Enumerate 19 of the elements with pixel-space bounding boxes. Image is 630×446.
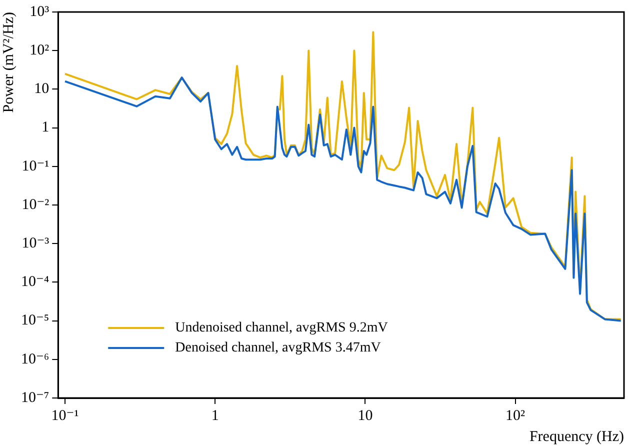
- legend-label: Denoised channel, avgRMS 3.47mV: [175, 340, 381, 356]
- y-tick-label: 10⁻³: [22, 236, 50, 252]
- y-tick-label: 10⁻⁷: [20, 390, 50, 406]
- y-tick-label: 10⁻⁴: [20, 274, 50, 290]
- x-tick-label: 10⁻¹: [51, 408, 79, 424]
- y-tick-label: 10⁻²: [22, 196, 50, 213]
- x-axis-title: Frequency (Hz): [529, 428, 624, 445]
- legend-label: Undenoised channel, avgRMS 9.2mV: [175, 320, 388, 336]
- y-axis-title: Power (mV²/Hz): [0, 12, 17, 113]
- y-tick-label: 10²: [30, 42, 50, 59]
- x-tick-label: 1: [211, 408, 219, 424]
- y-tick-label: 10⁻⁶: [20, 351, 50, 368]
- y-tick-label: 10⁻¹: [22, 158, 50, 174]
- y-tick-label: 10³: [30, 4, 50, 20]
- x-tick-label: 10: [358, 408, 373, 424]
- y-tick-label: 1: [42, 120, 50, 136]
- y-tick-label: 10⁻⁵: [20, 312, 50, 329]
- y-tick-label: 10: [34, 81, 50, 98]
- x-tick-label: 10²: [506, 408, 526, 424]
